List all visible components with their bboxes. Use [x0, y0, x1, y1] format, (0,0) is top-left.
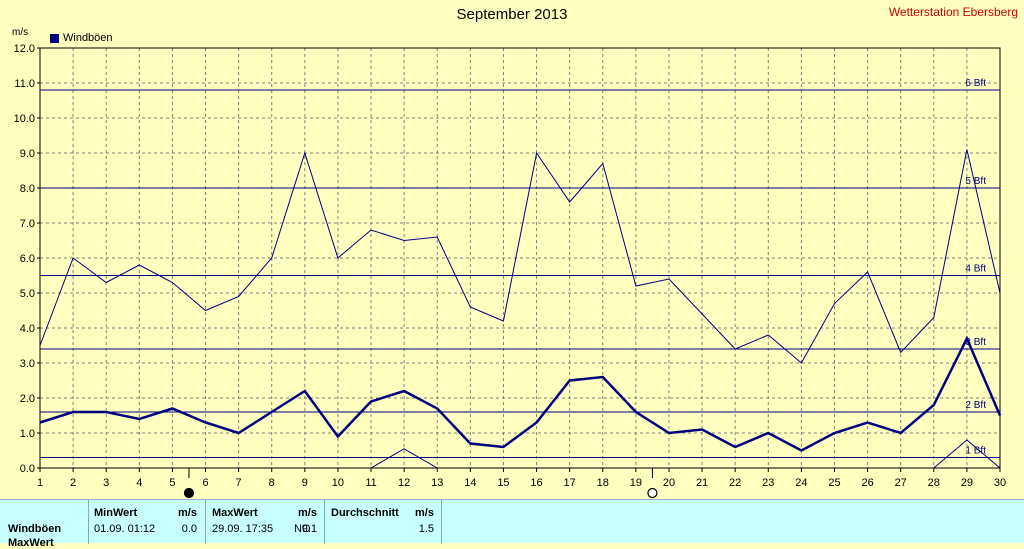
legend-label: Windböen [63, 32, 113, 44]
x-tick-label: 27 [895, 477, 907, 489]
stats-row-labels: Windböen MaxWert [0, 500, 88, 549]
series-line-3 [933, 439, 1001, 469]
beaufort-label: 6 Bft [965, 78, 986, 89]
y-tick-label: 2.0 [20, 393, 35, 405]
new-moon-icon [183, 487, 195, 499]
x-tick-label: 6 [202, 477, 208, 489]
y-tick-label: 6.0 [20, 253, 35, 265]
y-tick-label: 12.0 [14, 43, 35, 55]
min-unit: m/s [178, 507, 197, 519]
y-tick-label: 7.0 [20, 218, 35, 230]
min-header: MinWert [94, 507, 138, 519]
x-tick-label: 13 [431, 477, 443, 489]
x-tick-label: 8 [269, 477, 275, 489]
y-tick-label: 10.0 [14, 113, 35, 125]
x-tick-label: 22 [729, 477, 741, 489]
series-line-windboeen [39, 335, 1002, 452]
x-tick-label: 28 [928, 477, 940, 489]
y-tick-label: 11.0 [14, 78, 35, 90]
x-tick-label: 17 [564, 477, 576, 489]
min-date: 01.09. 01:12 [94, 523, 156, 535]
x-tick-label: 29 [961, 477, 973, 489]
avg-unit: m/s [415, 507, 434, 519]
max-unit: m/s [298, 507, 317, 519]
y-tick-label: 4.0 [20, 323, 35, 335]
x-tick-label: 9 [302, 477, 308, 489]
x-tick-label: 30 [994, 477, 1006, 489]
x-tick-label: 24 [795, 477, 807, 489]
chart-title: September 2013 [456, 6, 568, 23]
stats-row-label: Windböen [8, 523, 62, 535]
x-tick-label: 1 [37, 477, 43, 489]
max-value: 9.1 [301, 523, 317, 535]
x-tick-label: 10 [332, 477, 344, 489]
beaufort-label: 2 Bft [965, 400, 986, 411]
x-tick-label: 11 [365, 477, 376, 489]
stats-avg-column: Durchschnitt m/s 1.5 [324, 500, 442, 544]
x-tick-label: 16 [530, 477, 542, 489]
max-header: MaxWert [212, 507, 258, 519]
beaufort-label: 5 Bft [965, 176, 986, 187]
wind-chart: 0.01.02.03.04.05.06.07.08.09.010.011.012… [14, 43, 1006, 499]
y-tick-label: 9.0 [20, 148, 35, 160]
y-tick-label: 5.0 [20, 288, 35, 300]
series-line-3 [370, 448, 438, 469]
stats-row-label-2: MaxWert [8, 537, 54, 549]
y-tick-label: 3.0 [20, 358, 35, 370]
x-tick-label: 23 [762, 477, 774, 489]
x-tick-label: 14 [464, 477, 476, 489]
x-tick-label: 18 [597, 477, 609, 489]
x-tick-label: 26 [861, 477, 873, 489]
x-tick-label: 20 [663, 477, 675, 489]
x-tick-label: 25 [828, 477, 840, 489]
beaufort-label: 1 Bft [965, 446, 986, 457]
series-line-2 [39, 149, 1001, 364]
avg-header: Durchschnitt [331, 507, 399, 519]
y-axis-unit: m/s [12, 27, 29, 38]
x-tick-label: 2 [70, 477, 76, 489]
x-tick-label: 3 [103, 477, 109, 489]
beaufort-label: 3 Bft [965, 337, 986, 348]
y-tick-label: 0.0 [20, 463, 35, 475]
plot-frame [39, 47, 1001, 469]
x-tick-label: 19 [630, 477, 642, 489]
legend: Windböen [50, 32, 113, 44]
stats-max-column: MaxWert m/s 29.09. 17:35 NO 9.1 [205, 500, 324, 544]
stats-min-column: MinWert m/s 01.09. 01:12 0.0 [88, 500, 205, 544]
max-date: 29.09. 17:35 [212, 523, 274, 535]
y-tick-label: 8.0 [20, 183, 35, 195]
stats-panel: Windböen MaxWert MinWert m/s 01.09. 01:1… [0, 499, 1024, 549]
avg-value: 1.5 [418, 523, 434, 535]
min-value: 0.0 [181, 523, 197, 535]
max-direction: NO [294, 523, 311, 535]
x-tick-label: 4 [136, 477, 142, 489]
station-name: Wetterstation Ebersberg [888, 5, 1018, 19]
beaufort-label: 4 Bft [965, 264, 986, 275]
x-tick-label: 12 [398, 477, 410, 489]
x-tick-label: 7 [236, 477, 242, 489]
x-tick-label: 15 [497, 477, 509, 489]
full-moon-icon [647, 487, 658, 499]
legend-swatch [50, 33, 59, 43]
y-tick-label: 1.0 [20, 428, 35, 440]
x-tick-label: 21 [696, 477, 708, 489]
x-tick-label: 5 [169, 477, 175, 489]
